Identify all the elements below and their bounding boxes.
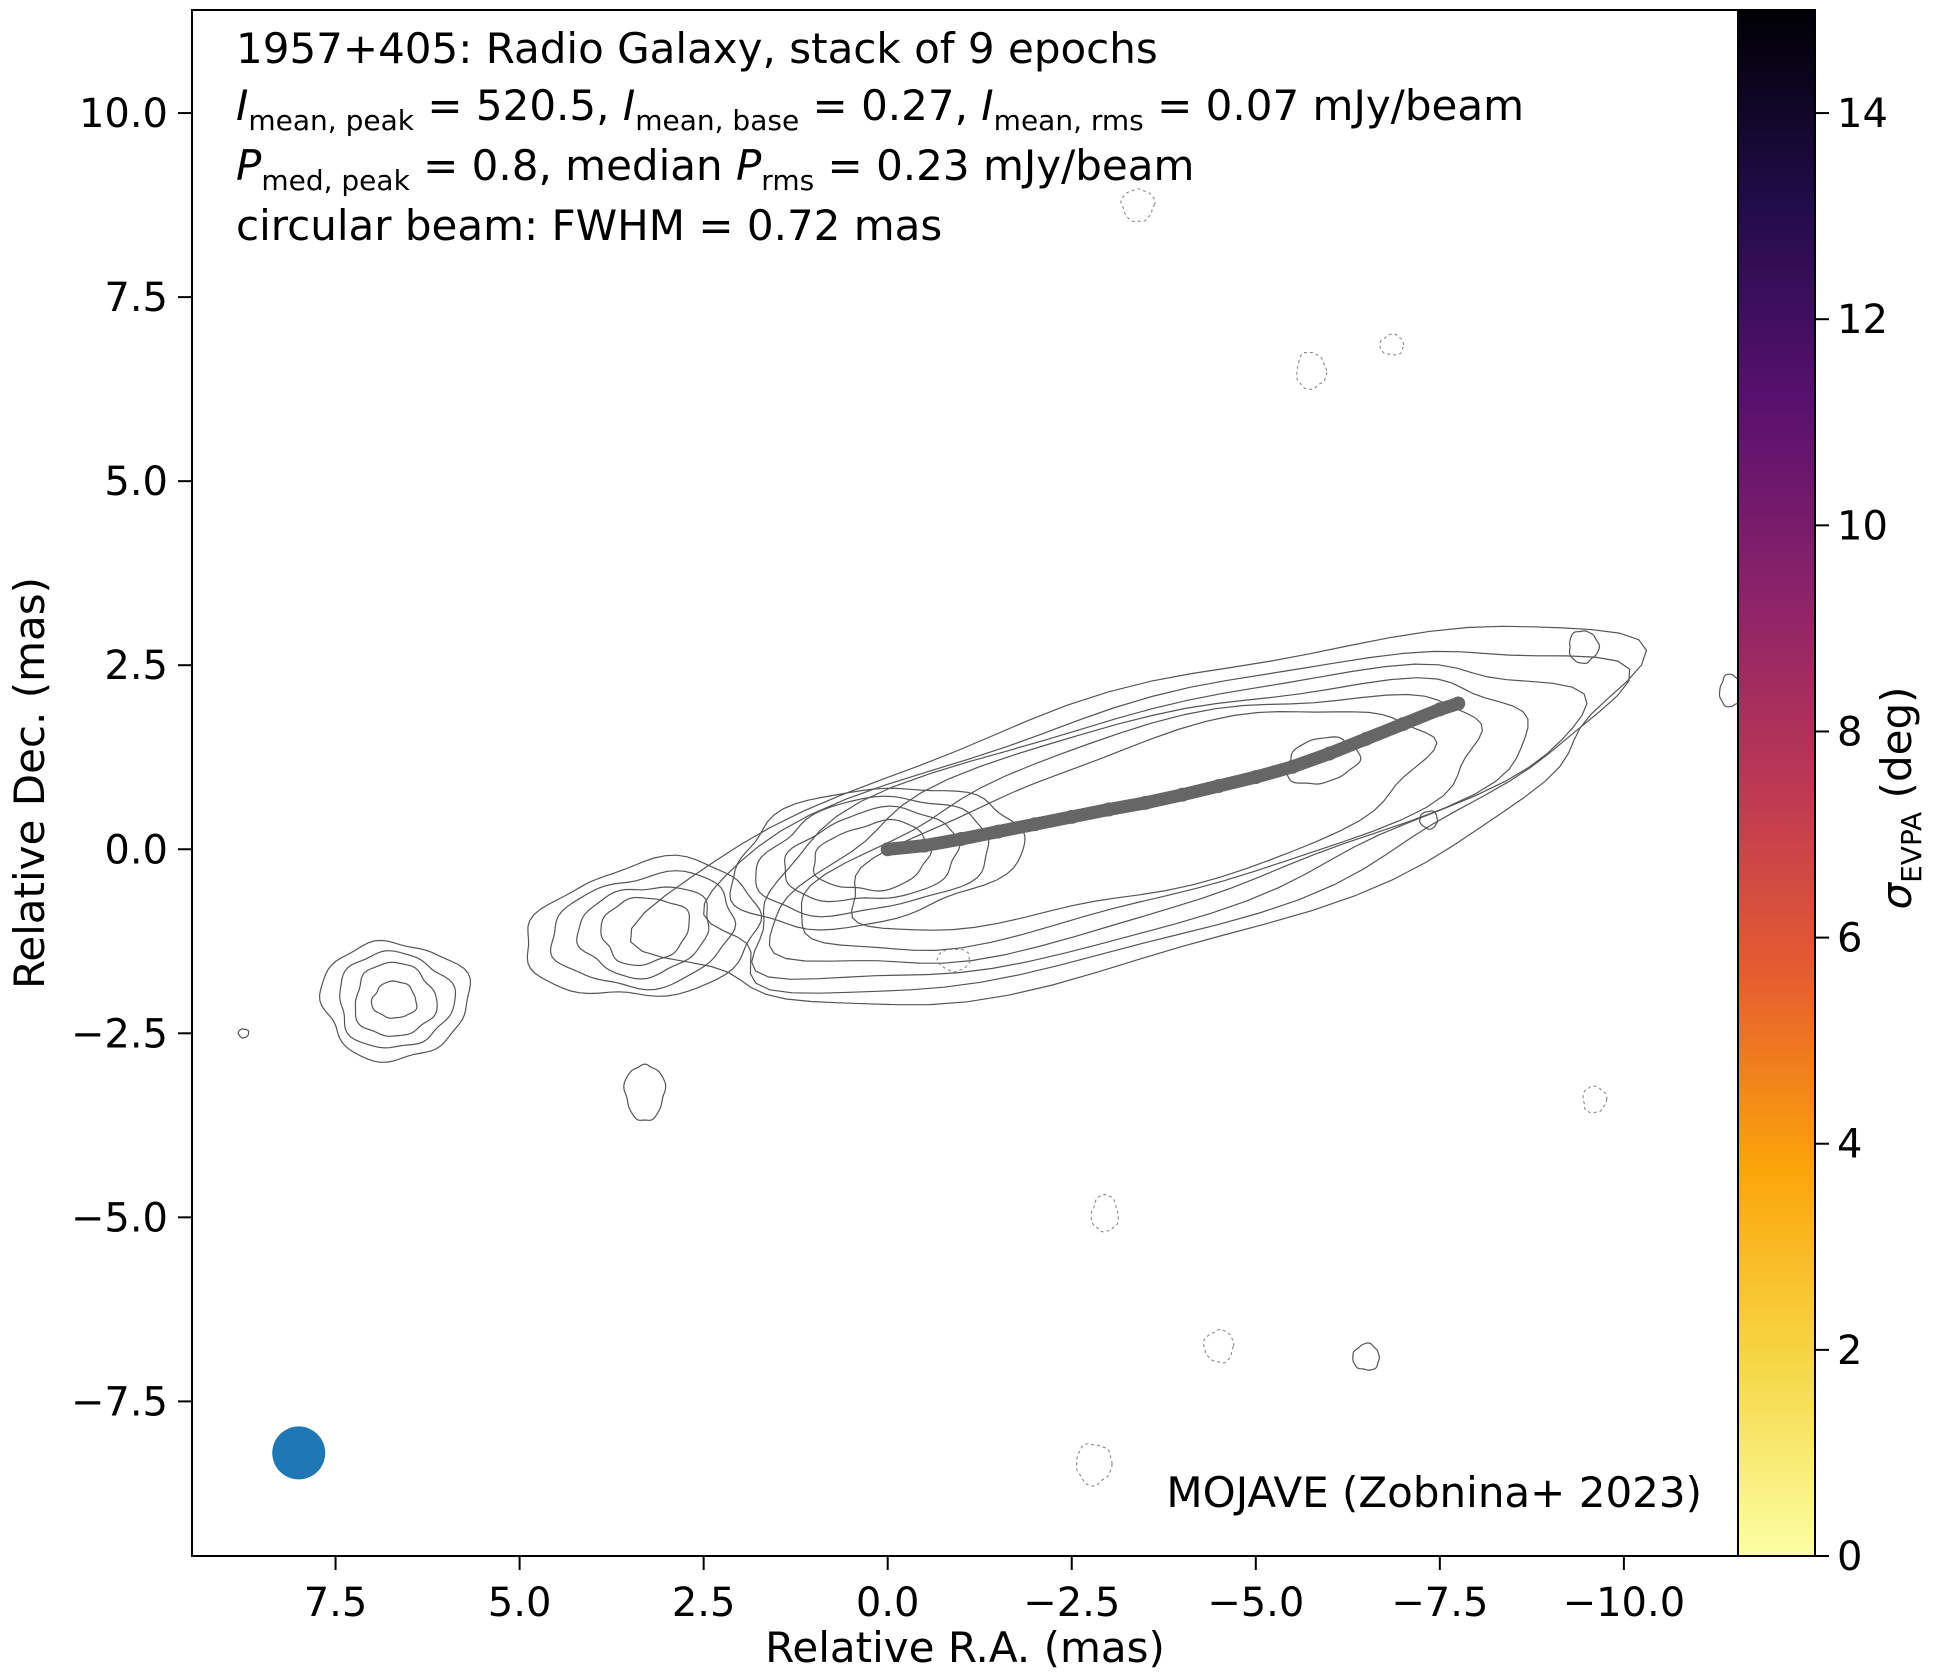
ridge-point <box>1322 746 1337 761</box>
plot-background <box>192 10 1738 1556</box>
ridge-point <box>1432 702 1447 717</box>
contour-line <box>318 939 472 1063</box>
x-tick-label: 7.5 <box>304 1580 368 1626</box>
y-tick-label: 2.5 <box>104 643 168 689</box>
y-axis-label: Relative Dec. (mas) <box>5 577 54 989</box>
contour-line <box>703 650 1631 994</box>
beam-circle <box>272 1426 326 1480</box>
ridge-point <box>1175 787 1190 802</box>
colorbar-tick-label: 2 <box>1837 1328 1862 1374</box>
x-tick-label: −5.0 <box>1207 1580 1304 1626</box>
negative-contour-island <box>936 948 971 973</box>
y-tick-label: −5.0 <box>71 1195 168 1241</box>
ridge-line <box>880 696 1466 857</box>
colorbar <box>1737 9 1816 1557</box>
contour-line <box>526 854 763 997</box>
colorbar-tick-label: 6 <box>1837 916 1862 962</box>
contour-line <box>729 787 1026 931</box>
negative-contour-island <box>1295 351 1328 390</box>
colorbar-ticks: 0 2 4 6 8 10 12 14 <box>1815 91 1888 1580</box>
ridge-point <box>1396 717 1411 732</box>
negative-contour-island <box>1076 1443 1113 1487</box>
ridge-point <box>1138 795 1153 810</box>
contour-line <box>600 896 691 967</box>
title-line-2: Imean, peak = 520.5, Imean, base = 0.27,… <box>236 81 1524 137</box>
negative-contour-island <box>1582 1085 1608 1114</box>
y-axis: 10.0 7.5 5.0 2.5 0.0 −2.5 −5.0 −7.5 <box>71 91 192 1425</box>
contour-island <box>1568 630 1601 665</box>
contour-line <box>783 805 961 903</box>
contour-line <box>800 693 1484 952</box>
x-tick-label: 2.5 <box>672 1580 736 1626</box>
contour-island <box>623 1063 667 1121</box>
contour-line <box>768 677 1529 964</box>
colorbar-tick-label: 10 <box>1837 503 1888 549</box>
colorbar-label: σEVPA (deg) <box>1872 686 1928 910</box>
x-tick-label: −10.0 <box>1563 1580 1686 1626</box>
ridge-point <box>1248 770 1263 785</box>
credit-label: MOJAVE (Zobnina+ 2023) <box>1166 1468 1702 1517</box>
colorbar-tick-label: 0 <box>1837 1534 1862 1580</box>
colorbar-tick-label: 12 <box>1837 297 1888 343</box>
colorbar-tick-label: 14 <box>1837 91 1888 137</box>
contour-line <box>576 886 710 980</box>
colorbar-tick-label: 8 <box>1837 709 1862 755</box>
ridge-point <box>1285 759 1300 774</box>
ridge-point <box>954 831 969 846</box>
ridge-point <box>1451 696 1466 711</box>
contour-line <box>370 980 418 1019</box>
ridge-point <box>991 824 1006 839</box>
ridge-point <box>1027 817 1042 832</box>
y-tick-label: −7.5 <box>71 1379 168 1425</box>
contour-line <box>354 961 438 1037</box>
ridge-point <box>880 842 895 857</box>
contour-line <box>850 710 1438 931</box>
title-line-1: 1957+405: Radio Galaxy, stack of 9 epoch… <box>236 24 1158 73</box>
contour-line <box>549 870 737 991</box>
contour-island <box>1419 810 1439 830</box>
y-tick-label: 7.5 <box>104 275 168 321</box>
contour-island <box>1352 1342 1381 1371</box>
y-tick-label: 5.0 <box>104 459 168 505</box>
y-tick-label: 10.0 <box>79 91 168 137</box>
contour-island <box>237 1028 250 1039</box>
ridge-point <box>1101 802 1116 817</box>
y-tick-label: 0.0 <box>104 827 168 873</box>
x-axis-label: Relative R.A. (mas) <box>765 1623 1165 1672</box>
ridge-point <box>1359 731 1374 746</box>
title-line-4: circular beam: FWHM = 0.72 mas <box>236 201 943 250</box>
colorbar-tick-label: 4 <box>1837 1122 1862 1168</box>
y-tick-label: −2.5 <box>71 1011 168 1057</box>
contour-line <box>339 950 457 1049</box>
x-tick-label: 0.0 <box>856 1580 920 1626</box>
ridge-point <box>1211 778 1226 793</box>
ridge-point <box>917 838 932 853</box>
title-line-3: Pmed, peak = 0.8, median Prms = 0.23 mJy… <box>236 141 1195 197</box>
x-tick-label: 5.0 <box>488 1580 552 1626</box>
negative-contour-island <box>1202 1328 1235 1364</box>
contour-layer <box>237 188 1738 1487</box>
ridge-point <box>1064 809 1079 824</box>
contour-line <box>812 818 933 892</box>
x-axis: 7.5 5.0 2.5 0.0 −2.5 −5.0 −7.5 −10.0 <box>304 1556 1685 1626</box>
contour-line <box>751 663 1588 980</box>
x-tick-label: −2.5 <box>1023 1580 1120 1626</box>
contour-line <box>755 795 990 918</box>
beam-layer <box>272 1426 326 1480</box>
contour-island <box>1718 673 1738 708</box>
x-tick-label: −7.5 <box>1391 1580 1488 1626</box>
negative-contour-island <box>1090 1193 1119 1233</box>
